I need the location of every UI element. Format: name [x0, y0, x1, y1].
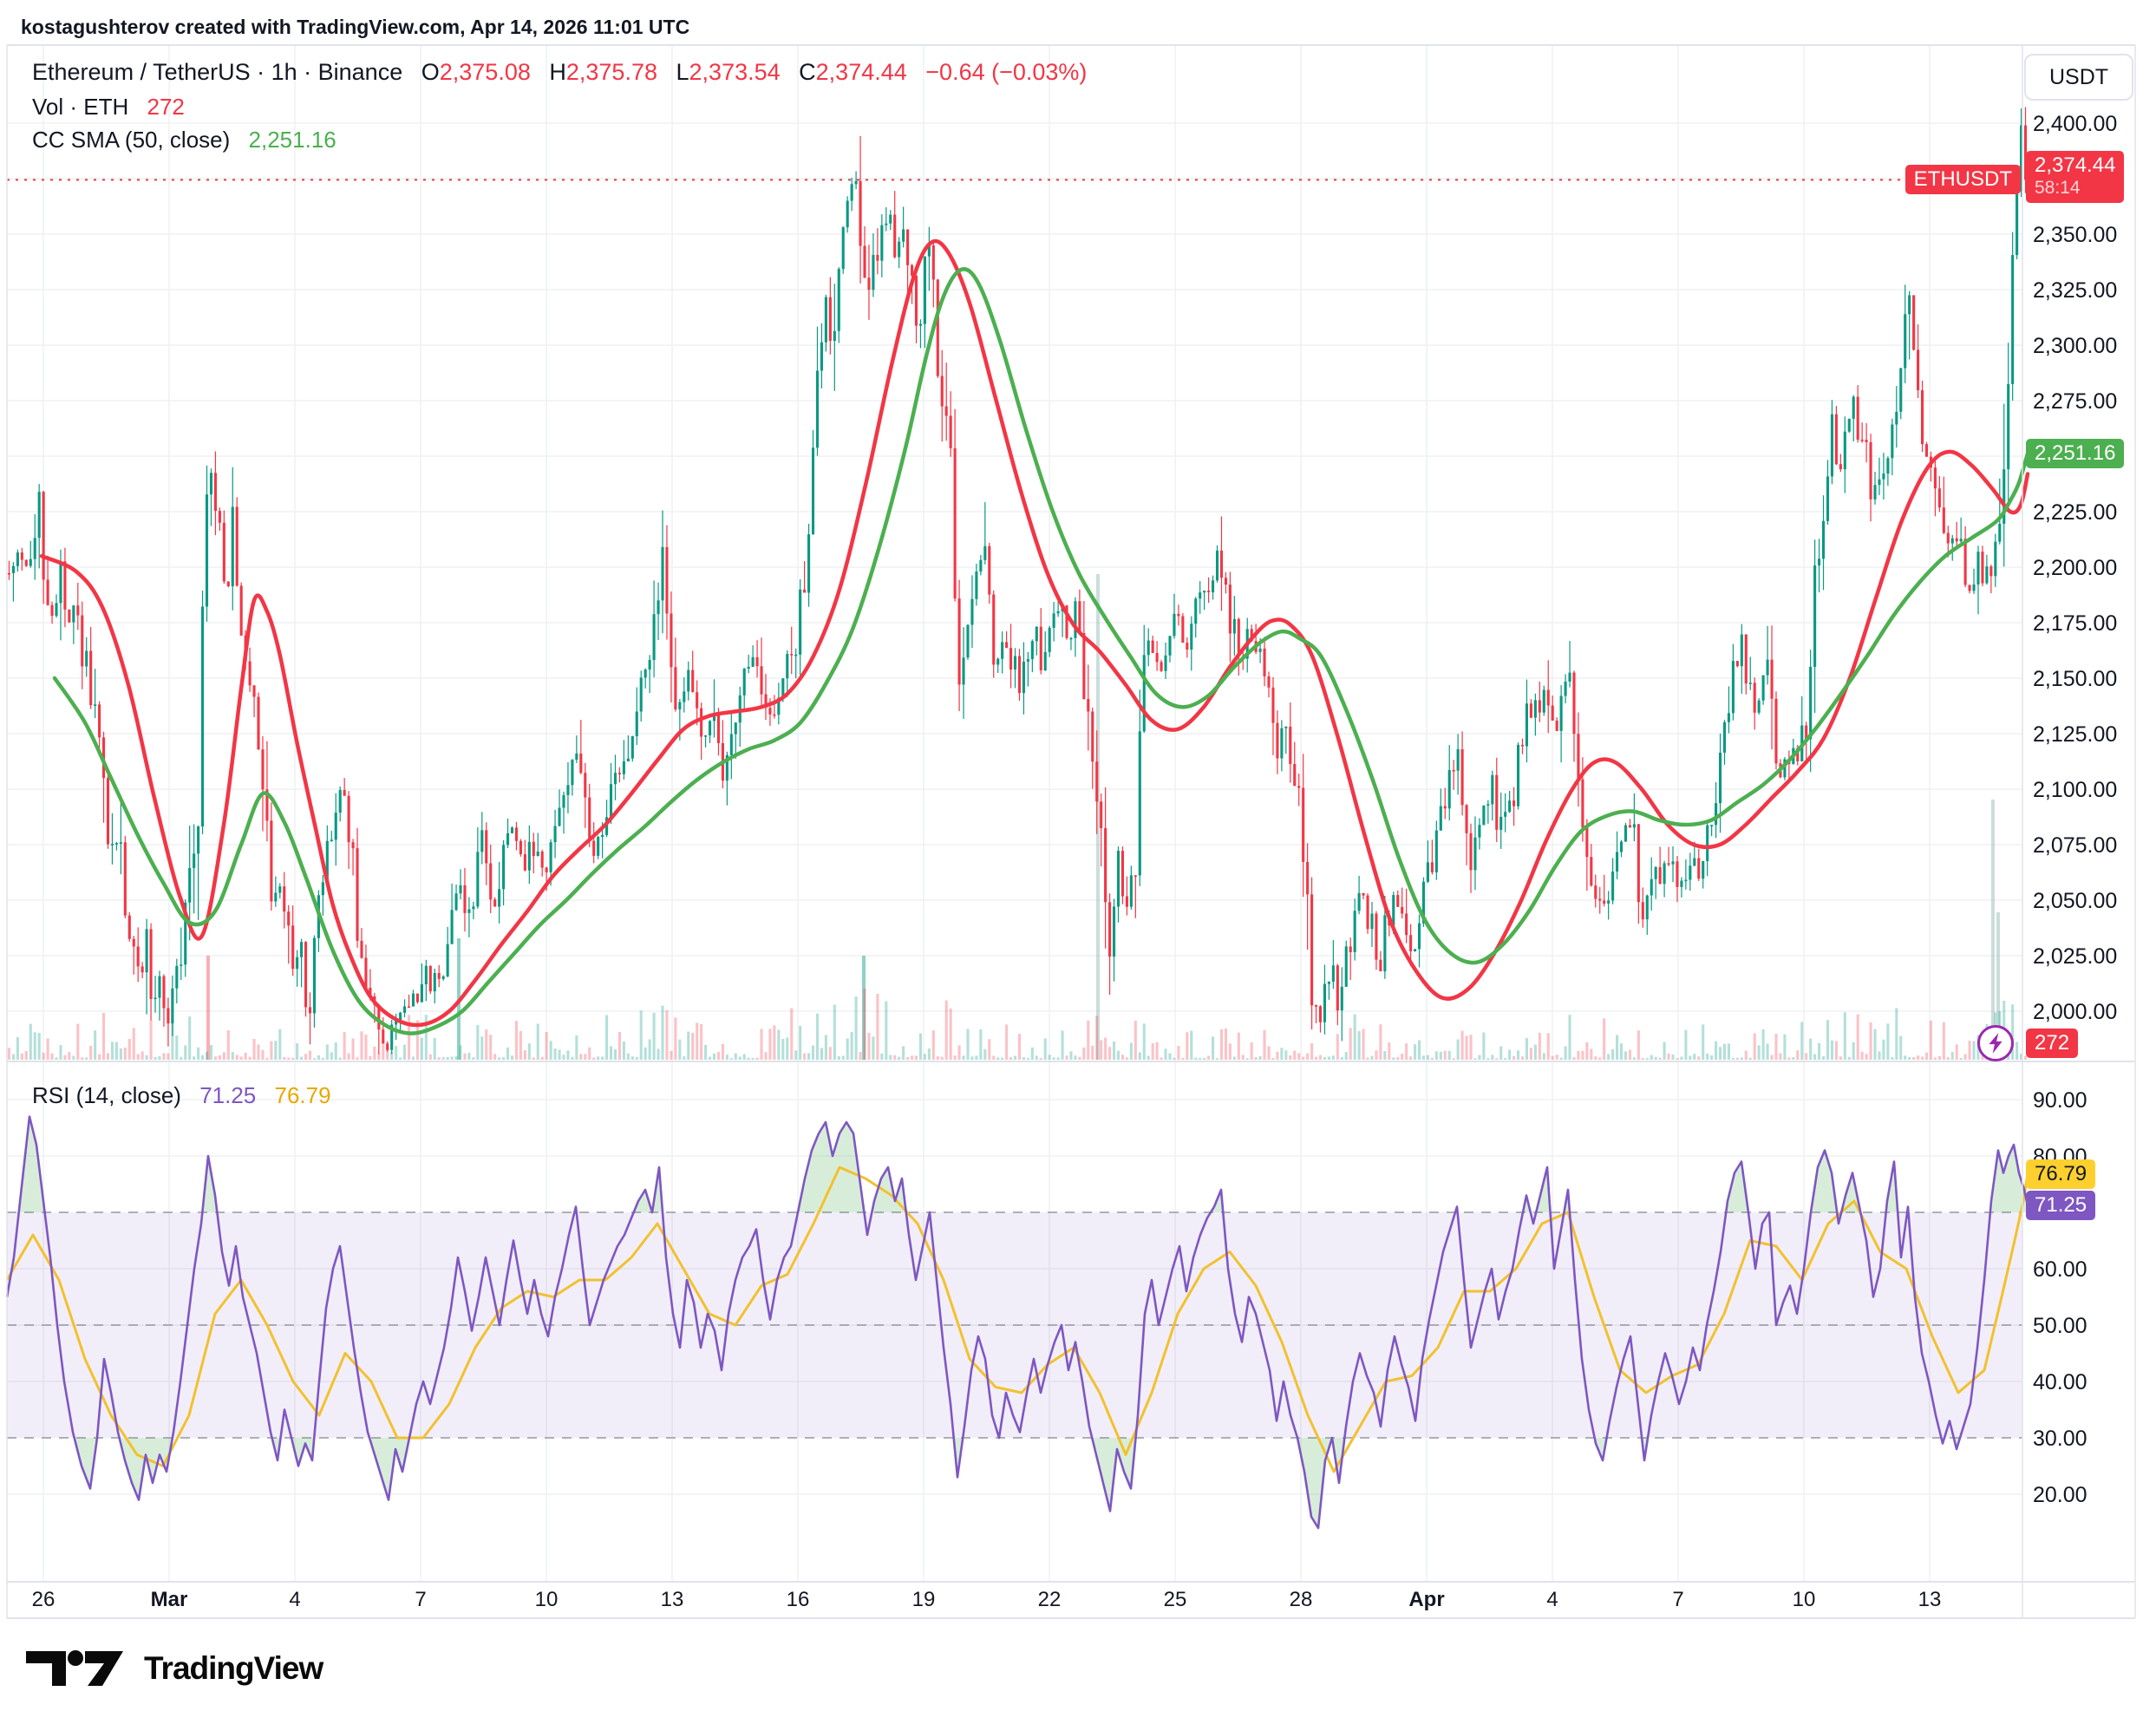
- sma-lines: [39, 238, 2030, 1035]
- price-axis-labels[interactable]: 2,400.00 2,350.00 2,325.00 2,300.00 2,275.00…: [2033, 112, 2117, 1024]
- svg-text:28: 28: [1290, 1588, 1313, 1611]
- svg-text:10: 10: [1793, 1588, 1816, 1611]
- svg-text:2,225.00: 2,225.00: [2033, 500, 2117, 525]
- svg-text:2,150.00: 2,150.00: [2033, 667, 2117, 691]
- high-label: H: [549, 59, 566, 85]
- time-axis-labels[interactable]: 26 Mar 4 7 10 13 16 19 22 25 28 Apr 4 7 10 13: [32, 1588, 1942, 1611]
- svg-text:2,175.00: 2,175.00: [2033, 611, 2117, 636]
- rsi-band-layer: [7, 1211, 2022, 1439]
- sma-price-badge: 2,251.16: [2026, 439, 2125, 469]
- svg-text:30.00: 30.00: [2033, 1427, 2087, 1451]
- svg-text:4: 4: [289, 1588, 300, 1611]
- svg-text:40.00: 40.00: [2033, 1370, 2087, 1394]
- svg-text:13: 13: [1918, 1588, 1942, 1611]
- pane-frame-lines: [6, 44, 2136, 1619]
- lightning-bolt-icon: [1989, 1033, 2002, 1054]
- svg-text:10: 10: [535, 1588, 559, 1611]
- rsi-ma-value: 76.79: [274, 1082, 331, 1108]
- svg-text:20.00: 20.00: [2033, 1483, 2087, 1507]
- svg-text:22: 22: [1038, 1588, 1062, 1611]
- svg-text:7: 7: [1672, 1588, 1683, 1611]
- last-price-value: 2,374.44: [2035, 153, 2116, 178]
- volume-label: Vol · ETH: [32, 94, 129, 120]
- close-value: 2,374.44: [815, 59, 907, 85]
- svg-text:2,350.00: 2,350.00: [2033, 223, 2117, 247]
- rsi-ma-badge: 76.79: [2026, 1159, 2096, 1189]
- currency-unit-button[interactable]: USDT: [2024, 54, 2133, 101]
- last-price-badge: 2,374.44 58:14: [2026, 151, 2125, 204]
- sma-label: CC SMA (50, close): [32, 127, 231, 153]
- attribution-text: kostagushterov created with TradingView.…: [21, 16, 690, 38]
- svg-text:4: 4: [1546, 1588, 1558, 1611]
- svg-text:50.00: 50.00: [2033, 1314, 2087, 1338]
- svg-text:2,275.00: 2,275.00: [2033, 389, 2117, 414]
- sma-value: 2,251.16: [248, 127, 336, 153]
- svg-text:2,000.00: 2,000.00: [2033, 1000, 2117, 1024]
- candlestick-series: [7, 107, 2028, 1055]
- low-label: L: [676, 59, 689, 85]
- svg-text:13: 13: [661, 1588, 684, 1611]
- open-label: O: [421, 59, 440, 85]
- low-value: 2,373.54: [689, 59, 781, 85]
- change-value: −0.64 (−0.03%): [925, 59, 1088, 85]
- tradingview-logo-text: TradingView: [144, 1650, 323, 1686]
- svg-text:2,200.00: 2,200.00: [2033, 556, 2117, 580]
- svg-text:2,325.00: 2,325.00: [2033, 278, 2117, 303]
- rsi-value: 71.25: [199, 1082, 257, 1108]
- volume-badge: 272: [2026, 1029, 2079, 1058]
- bar-countdown: 58:14: [2035, 178, 2081, 199]
- symbol-title: Ethereum / TetherUS · 1h · Binance: [32, 59, 403, 85]
- svg-text:Mar: Mar: [151, 1588, 188, 1611]
- rsi-badge: 71.25: [2026, 1190, 2096, 1220]
- svg-text:2,075.00: 2,075.00: [2033, 833, 2117, 858]
- svg-text:90.00: 90.00: [2033, 1088, 2087, 1113]
- symbol-price-label-badge: ETHUSDT: [1904, 165, 2021, 195]
- svg-text:2,125.00: 2,125.00: [2033, 722, 2117, 747]
- tradingview-logo-mark: [26, 1650, 123, 1686]
- svg-text:2,300.00: 2,300.00: [2033, 334, 2117, 358]
- instant-order-lightning-button[interactable]: [1977, 1025, 2014, 1061]
- tradingview-logo[interactable]: TradingView: [26, 1646, 323, 1691]
- svg-text:60.00: 60.00: [2033, 1257, 2087, 1282]
- volume-value: 272: [147, 94, 185, 120]
- svg-text:2,025.00: 2,025.00: [2033, 944, 2117, 969]
- svg-text:2,100.00: 2,100.00: [2033, 778, 2117, 802]
- svg-text:Apr: Apr: [1408, 1588, 1444, 1611]
- svg-text:26: 26: [32, 1588, 56, 1611]
- volume-bars: [7, 574, 2028, 1060]
- rsi-legend[interactable]: RSI (14, close) 71.25 76.79: [32, 1082, 331, 1109]
- svg-text:7: 7: [415, 1588, 426, 1611]
- svg-text:2,400.00: 2,400.00: [2033, 112, 2117, 136]
- volume-legend[interactable]: Vol · ETH 272: [32, 94, 185, 121]
- open-value: 2,375.08: [439, 59, 531, 85]
- symbol-legend[interactable]: Ethereum / TetherUS · 1h · Binance O2,37…: [32, 59, 1087, 86]
- svg-text:16: 16: [787, 1588, 810, 1611]
- sma-legend[interactable]: CC SMA (50, close) 2,251.16: [32, 127, 336, 153]
- svg-text:25: 25: [1164, 1588, 1187, 1611]
- rsi-label: RSI (14, close): [32, 1082, 181, 1108]
- high-value: 2,375.78: [565, 59, 657, 85]
- close-label: C: [799, 59, 816, 85]
- svg-text:2,050.00: 2,050.00: [2033, 889, 2117, 913]
- svg-text:19: 19: [912, 1588, 936, 1611]
- rsi-series: [5, 1115, 2029, 1530]
